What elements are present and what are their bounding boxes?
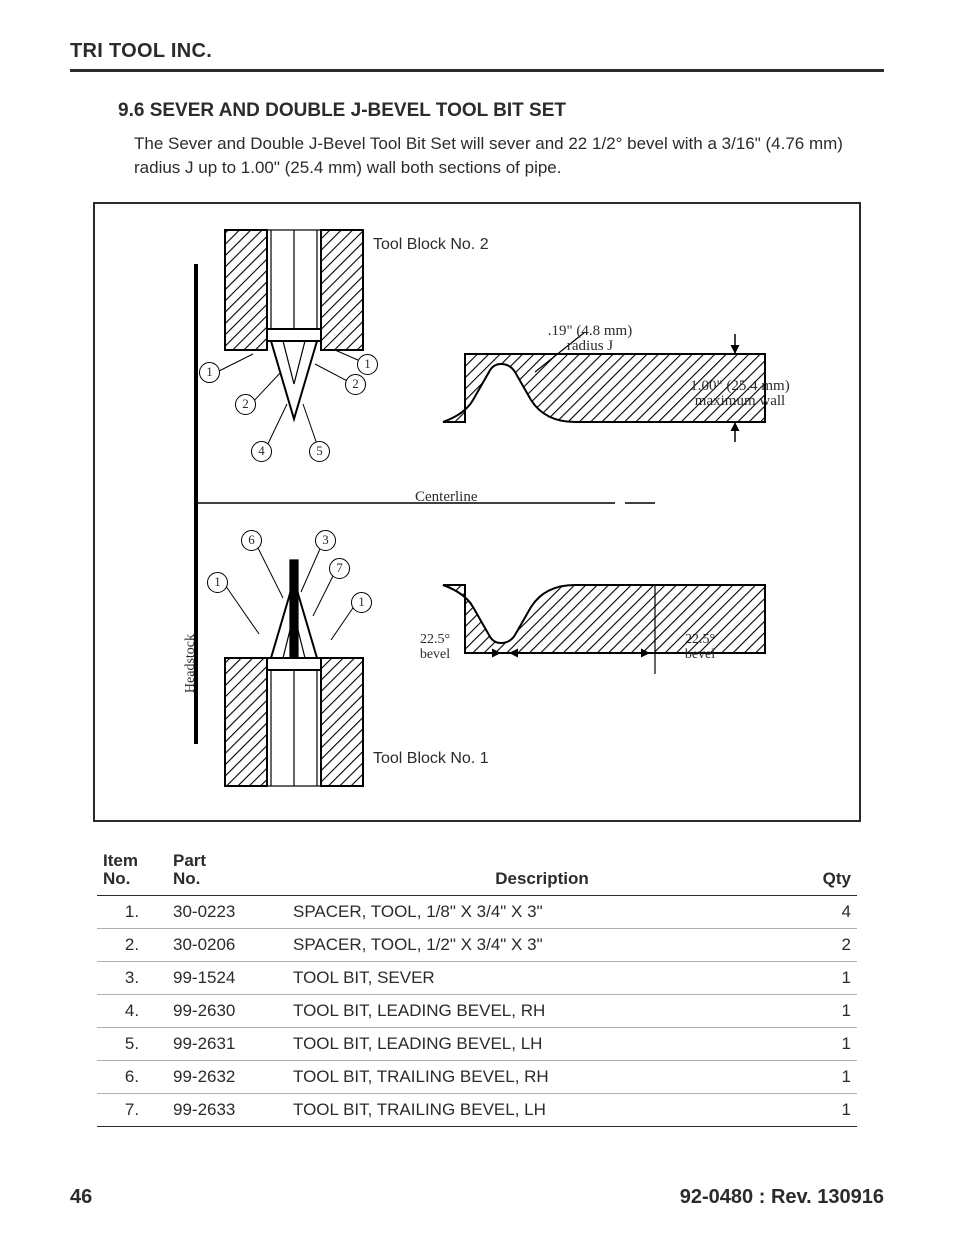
page-footer: 46 92-0480 : Rev. 130916: [70, 1186, 884, 1209]
cell-part: 99-1524: [167, 961, 287, 994]
cell-part: 99-2633: [167, 1093, 287, 1126]
doc-revision: 92-0480 : Rev. 130916: [680, 1186, 884, 1209]
tool-block-1-label: Tool Block No. 1: [373, 750, 489, 768]
col-item: ItemNo.: [97, 848, 167, 896]
callout-4: 4: [251, 441, 272, 462]
cell-part: 99-2631: [167, 1027, 287, 1060]
cell-item: 6.: [97, 1060, 167, 1093]
cell-item: 5.: [97, 1027, 167, 1060]
cell-part: 99-2630: [167, 994, 287, 1027]
col-desc: Description: [287, 848, 797, 896]
radius-j-label: .19" (4.8 mm)radius J: [525, 324, 655, 356]
cell-item: 7.: [97, 1093, 167, 1126]
cell-part: 99-2632: [167, 1060, 287, 1093]
callout-1c: 1: [207, 572, 228, 593]
callout-7: 7: [329, 558, 350, 579]
cell-qty: 1: [797, 994, 857, 1027]
table-row: 1. 30-0223 SPACER, TOOL, 1/8" X 3/4" X 3…: [97, 895, 857, 928]
callout-2b: 2: [345, 374, 366, 395]
figure-box: 1 1 2 2 4 5 6 3 1 7 1 Tool Block No. 2 T…: [93, 202, 861, 822]
callout-5: 5: [309, 441, 330, 462]
callout-1a: 1: [199, 362, 220, 383]
table-row: 2. 30-0206 SPACER, TOOL, 1/2" X 3/4" X 3…: [97, 928, 857, 961]
table-row: 4. 99-2630 TOOL BIT, LEADING BEVEL, RH 1: [97, 994, 857, 1027]
cell-desc: TOOL BIT, TRAILING BEVEL, RH: [287, 1060, 797, 1093]
headstock-label: Headstock: [183, 634, 199, 693]
cell-part: 30-0223: [167, 895, 287, 928]
parts-table: ItemNo. PartNo. Description Qty 1. 30-02…: [97, 848, 857, 1127]
cell-item: 1.: [97, 895, 167, 928]
cell-qty: 1: [797, 1060, 857, 1093]
callout-6: 6: [241, 530, 262, 551]
cell-desc: SPACER, TOOL, 1/8" X 3/4" X 3": [287, 895, 797, 928]
cell-desc: TOOL BIT, LEADING BEVEL, RH: [287, 994, 797, 1027]
tool-block-2-label: Tool Block No. 2: [373, 236, 489, 254]
bevel-left-label: 22.5°bevel: [405, 632, 465, 663]
section-description: The Sever and Double J-Bevel Tool Bit Se…: [134, 132, 854, 180]
cell-qty: 4: [797, 895, 857, 928]
page-number: 46: [70, 1186, 92, 1209]
col-part: PartNo.: [167, 848, 287, 896]
callout-1b: 1: [357, 354, 378, 375]
callout-1d: 1: [351, 592, 372, 613]
callout-3: 3: [315, 530, 336, 551]
section-title: 9.6 SEVER AND DOUBLE J-BEVEL TOOL BIT SE…: [118, 100, 884, 122]
cell-qty: 2: [797, 928, 857, 961]
table-row: 3. 99-1524 TOOL BIT, SEVER 1: [97, 961, 857, 994]
max-wall-label: 1.00" (25.4 mm)maximum wall: [665, 379, 815, 411]
table-row: 6. 99-2632 TOOL BIT, TRAILING BEVEL, RH …: [97, 1060, 857, 1093]
cell-item: 2.: [97, 928, 167, 961]
cell-part: 30-0206: [167, 928, 287, 961]
bevel-right-label: 22.5°bevel: [670, 632, 730, 663]
cell-item: 3.: [97, 961, 167, 994]
cell-desc: SPACER, TOOL, 1/2" X 3/4" X 3": [287, 928, 797, 961]
section-heading: SEVER AND DOUBLE J-BEVEL TOOL BIT SET: [150, 100, 566, 121]
cell-desc: TOOL BIT, LEADING BEVEL, LH: [287, 1027, 797, 1060]
cell-item: 4.: [97, 994, 167, 1027]
callout-2a: 2: [235, 394, 256, 415]
centerline-label: Centerline: [415, 489, 477, 506]
cell-qty: 1: [797, 961, 857, 994]
company-header: TRI TOOL INC.: [70, 40, 884, 72]
table-row: 7. 99-2633 TOOL BIT, TRAILING BEVEL, LH …: [97, 1093, 857, 1126]
cell-desc: TOOL BIT, TRAILING BEVEL, LH: [287, 1093, 797, 1126]
cell-desc: TOOL BIT, SEVER: [287, 961, 797, 994]
diagram-svg: [95, 204, 861, 822]
col-qty: Qty: [797, 848, 857, 896]
table-header-row: ItemNo. PartNo. Description Qty: [97, 848, 857, 896]
cell-qty: 1: [797, 1093, 857, 1126]
cell-qty: 1: [797, 1027, 857, 1060]
section-number: 9.6: [118, 100, 144, 121]
table-row: 5. 99-2631 TOOL BIT, LEADING BEVEL, LH 1: [97, 1027, 857, 1060]
